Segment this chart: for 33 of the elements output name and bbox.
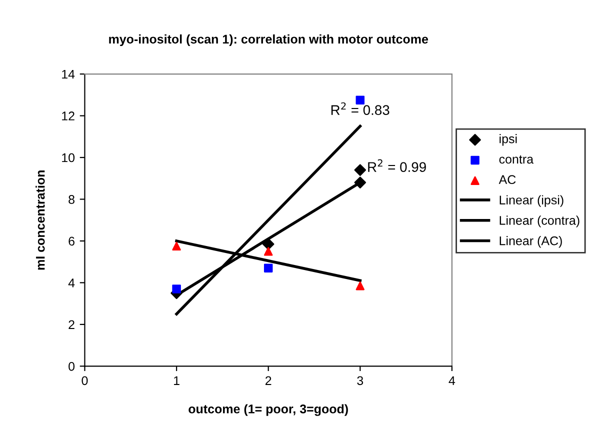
point bbox=[262, 238, 274, 250]
point bbox=[356, 96, 365, 104]
point bbox=[172, 242, 181, 251]
legend-label: Linear (contra) bbox=[500, 216, 580, 228]
x-tick-label: 1 bbox=[174, 376, 180, 385]
y-axis-title: mI concentration bbox=[36, 170, 45, 270]
legend-label: Linear (ipsi) bbox=[500, 195, 564, 207]
y-tick-label: 12 bbox=[62, 112, 74, 120]
legend-label: contra bbox=[499, 155, 534, 164]
legend-label: AC bbox=[498, 175, 516, 184]
y-tick-label: 0 bbox=[68, 362, 75, 371]
y-tick-label: 10 bbox=[62, 153, 75, 162]
point bbox=[354, 164, 366, 176]
annotation: R$^{2}$ = 0.83 bbox=[331, 102, 390, 115]
x-axis-title: outcome (1= poor, 3=good) bbox=[188, 404, 348, 416]
y-tick-label: 14 bbox=[62, 70, 75, 79]
legend-label: Linear (AC) bbox=[500, 236, 562, 248]
y-tick-label: 2 bbox=[68, 320, 74, 329]
point bbox=[354, 176, 366, 188]
point bbox=[356, 281, 365, 290]
point bbox=[172, 284, 181, 294]
x-tick-label: 4 bbox=[448, 376, 456, 385]
x-tick-label: 2 bbox=[266, 376, 272, 385]
x-tick-label: 3 bbox=[357, 376, 364, 386]
legend-label: ipsi bbox=[500, 134, 517, 146]
x-tick-label: 0 bbox=[82, 376, 88, 386]
y-tick-label: 4 bbox=[68, 278, 75, 288]
point bbox=[264, 264, 273, 272]
y-tick-label: 6 bbox=[68, 236, 74, 246]
y-tick-label: 8 bbox=[68, 195, 74, 204]
chart-title: myo-inositol (scan 1): correlation with motor outcome bbox=[109, 34, 428, 46]
annotation: R$^{2}$ = 0.99 bbox=[368, 159, 426, 172]
point bbox=[264, 247, 273, 256]
